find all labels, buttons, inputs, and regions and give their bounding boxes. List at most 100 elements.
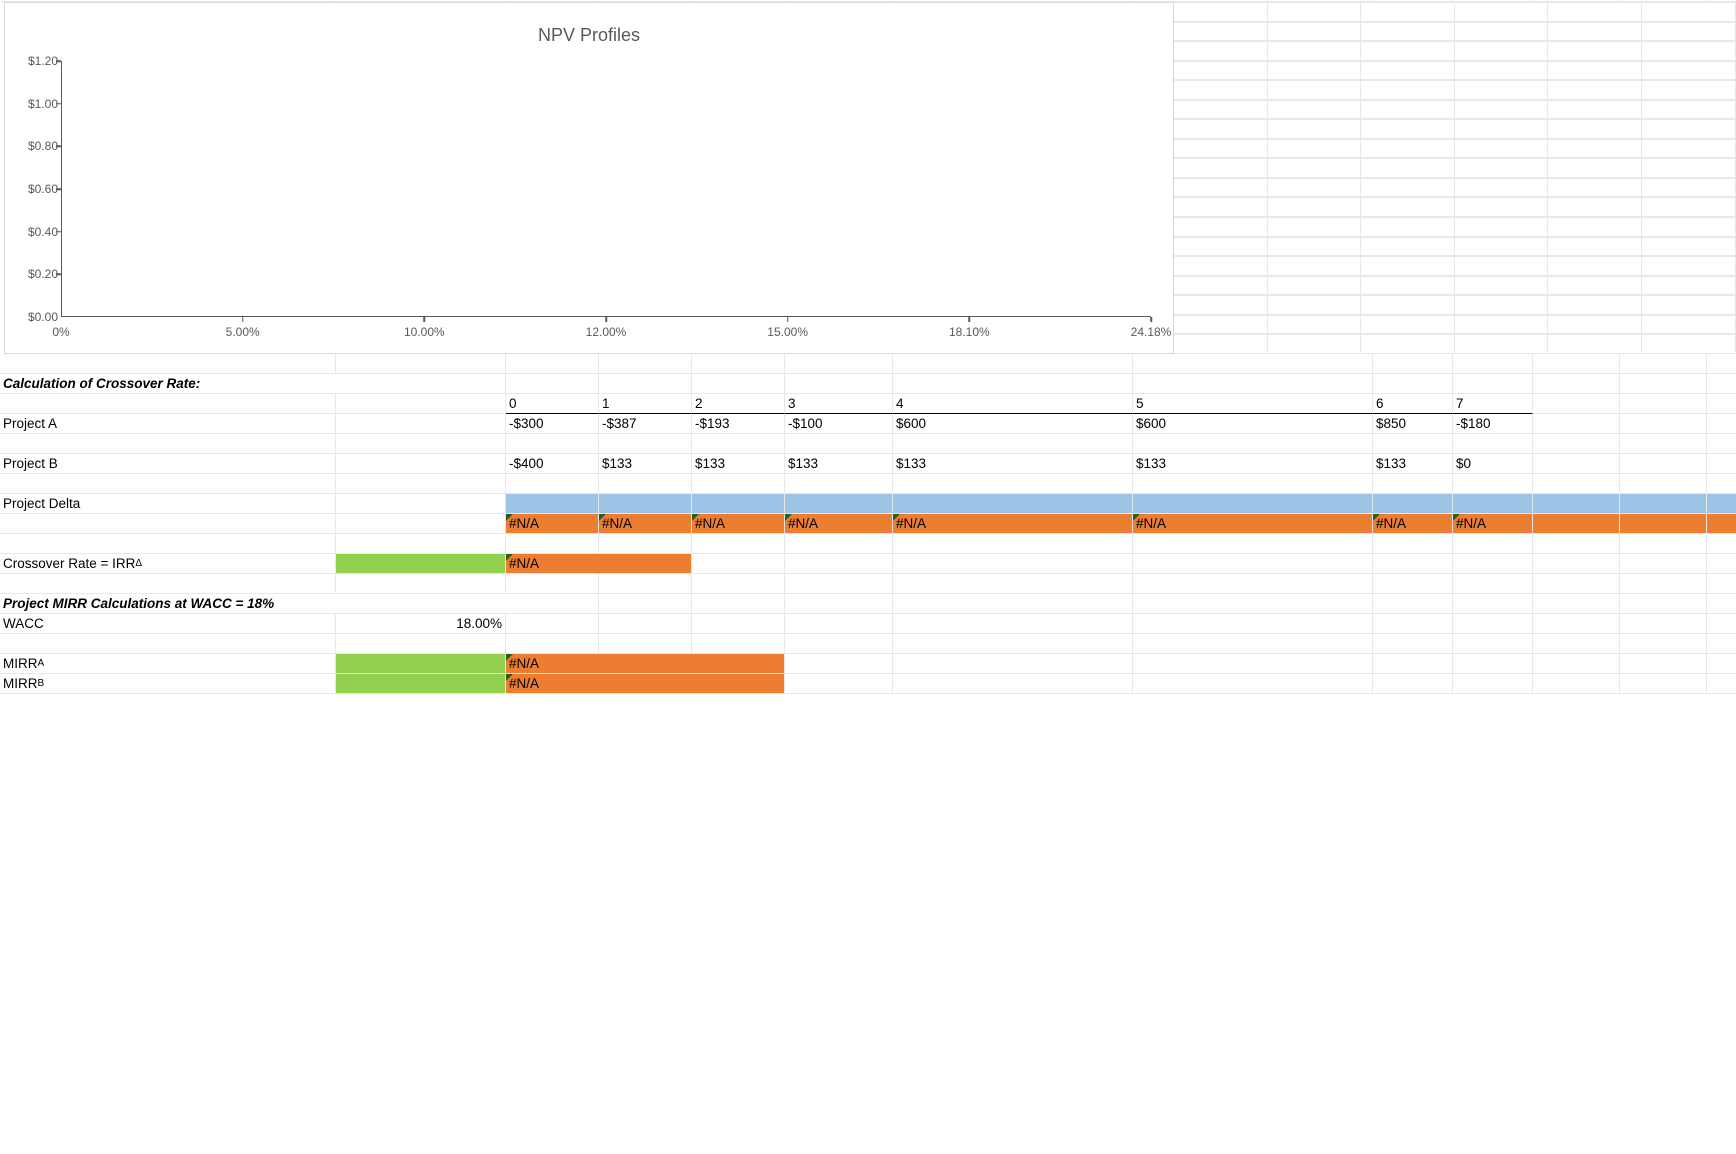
cell[interactable] bbox=[785, 574, 893, 594]
empty-cell[interactable] bbox=[1455, 295, 1549, 315]
cell[interactable] bbox=[893, 634, 1133, 654]
cell[interactable] bbox=[1620, 614, 1707, 634]
cell[interactable] bbox=[1620, 654, 1707, 674]
cell[interactable] bbox=[0, 534, 336, 554]
cell[interactable] bbox=[1620, 354, 1707, 374]
empty-cell[interactable] bbox=[1642, 22, 1736, 42]
empty-cell[interactable] bbox=[1548, 41, 1642, 61]
empty-cell[interactable] bbox=[1174, 158, 1268, 178]
cell[interactable] bbox=[785, 594, 893, 614]
project-a-value[interactable]: -$300 bbox=[506, 414, 599, 434]
empty-cell[interactable] bbox=[1642, 237, 1736, 257]
empty-cell[interactable] bbox=[1174, 41, 1268, 61]
empty-cell[interactable] bbox=[1455, 197, 1549, 217]
cell[interactable] bbox=[0, 354, 336, 374]
section-heading-crossover[interactable]: Calculation of Crossover Rate: bbox=[0, 374, 506, 394]
empty-cell[interactable] bbox=[1455, 276, 1549, 296]
cell[interactable] bbox=[1620, 394, 1707, 414]
cell[interactable] bbox=[692, 434, 785, 454]
cell[interactable] bbox=[336, 354, 506, 374]
empty-cell[interactable] bbox=[1174, 2, 1268, 22]
project-delta-na[interactable]: #N/A bbox=[1133, 514, 1373, 534]
cell[interactable] bbox=[1133, 374, 1373, 394]
cell[interactable] bbox=[1133, 554, 1373, 574]
project-b-value[interactable]: $133 bbox=[599, 454, 692, 474]
project-delta-blank[interactable] bbox=[893, 494, 1133, 514]
project-a-value[interactable]: -$100 bbox=[785, 414, 893, 434]
empty-cell[interactable] bbox=[1642, 315, 1736, 335]
cell[interactable] bbox=[893, 474, 1133, 494]
spreadsheet-viewport[interactable]: NPV Profiles $0.00$0.20$0.40$0.60$0.80$1… bbox=[0, 0, 1736, 1154]
empty-cell[interactable] bbox=[1174, 256, 1268, 276]
empty-cell[interactable] bbox=[1361, 80, 1455, 100]
empty-cell[interactable] bbox=[1268, 334, 1362, 354]
empty-cell[interactable] bbox=[1268, 119, 1362, 139]
empty-cell[interactable] bbox=[1268, 256, 1362, 276]
cell[interactable] bbox=[1133, 474, 1373, 494]
cell[interactable] bbox=[1707, 614, 1736, 634]
empty-cell[interactable] bbox=[1361, 41, 1455, 61]
empty-cell[interactable] bbox=[1268, 276, 1362, 296]
cell[interactable] bbox=[1533, 534, 1620, 554]
cell[interactable] bbox=[1373, 574, 1453, 594]
cell[interactable] bbox=[1453, 474, 1533, 494]
empty-cell[interactable] bbox=[1548, 139, 1642, 159]
empty-cell[interactable] bbox=[1174, 217, 1268, 237]
label-project-delta[interactable]: Project Delta bbox=[0, 494, 336, 514]
cell[interactable] bbox=[1373, 374, 1453, 394]
year-header[interactable]: 7 bbox=[1453, 394, 1533, 414]
project-delta-na[interactable]: #N/A bbox=[599, 514, 692, 534]
empty-cell[interactable] bbox=[1268, 61, 1362, 81]
cell[interactable] bbox=[893, 654, 1133, 674]
cell[interactable] bbox=[692, 534, 785, 554]
empty-cell[interactable] bbox=[1642, 334, 1736, 354]
cell[interactable] bbox=[692, 614, 785, 634]
cell[interactable] bbox=[785, 674, 893, 694]
cell[interactable] bbox=[1453, 554, 1533, 574]
cell[interactable] bbox=[785, 534, 893, 554]
cell[interactable] bbox=[599, 434, 692, 454]
cell[interactable] bbox=[1620, 434, 1707, 454]
project-delta-blank[interactable] bbox=[1620, 494, 1707, 514]
cell[interactable] bbox=[1707, 414, 1736, 434]
cell[interactable] bbox=[506, 574, 599, 594]
cell[interactable] bbox=[1620, 594, 1707, 614]
project-b-value[interactable]: $133 bbox=[1133, 454, 1373, 474]
cell[interactable] bbox=[785, 434, 893, 454]
cell[interactable] bbox=[1373, 674, 1453, 694]
cell[interactable] bbox=[1620, 374, 1707, 394]
cell[interactable] bbox=[1453, 434, 1533, 454]
cell[interactable] bbox=[893, 374, 1133, 394]
empty-cell[interactable] bbox=[1174, 139, 1268, 159]
project-b-value[interactable]: $0 bbox=[1453, 454, 1533, 474]
cell[interactable] bbox=[1707, 594, 1736, 614]
cell[interactable] bbox=[336, 634, 506, 654]
project-delta-na[interactable]: #N/A bbox=[1373, 514, 1453, 534]
empty-cell[interactable] bbox=[1455, 178, 1549, 198]
empty-cell[interactable] bbox=[1174, 295, 1268, 315]
project-delta-na[interactable]: #N/A bbox=[692, 514, 785, 534]
cell[interactable] bbox=[0, 394, 336, 414]
cell[interactable] bbox=[1707, 434, 1736, 454]
cell[interactable] bbox=[1453, 354, 1533, 374]
project-a-value[interactable]: $600 bbox=[1133, 414, 1373, 434]
cell[interactable] bbox=[1373, 434, 1453, 454]
cell[interactable] bbox=[692, 574, 785, 594]
cell[interactable] bbox=[1533, 574, 1620, 594]
empty-cell[interactable] bbox=[1268, 178, 1362, 198]
cell[interactable] bbox=[1373, 354, 1453, 374]
empty-cell[interactable] bbox=[1548, 256, 1642, 276]
cell[interactable] bbox=[1707, 554, 1736, 574]
year-header[interactable]: 0 bbox=[506, 394, 599, 414]
cell[interactable] bbox=[1707, 654, 1736, 674]
project-b-value[interactable]: $133 bbox=[893, 454, 1133, 474]
empty-cell[interactable] bbox=[1268, 197, 1362, 217]
empty-cell[interactable] bbox=[1174, 276, 1268, 296]
cell[interactable] bbox=[1453, 534, 1533, 554]
project-delta-blank[interactable] bbox=[506, 494, 599, 514]
project-a-value[interactable]: -$193 bbox=[692, 414, 785, 434]
cell[interactable] bbox=[692, 594, 785, 614]
empty-cell[interactable] bbox=[1361, 237, 1455, 257]
project-delta-blank[interactable] bbox=[785, 494, 893, 514]
cell[interactable] bbox=[1373, 554, 1453, 574]
